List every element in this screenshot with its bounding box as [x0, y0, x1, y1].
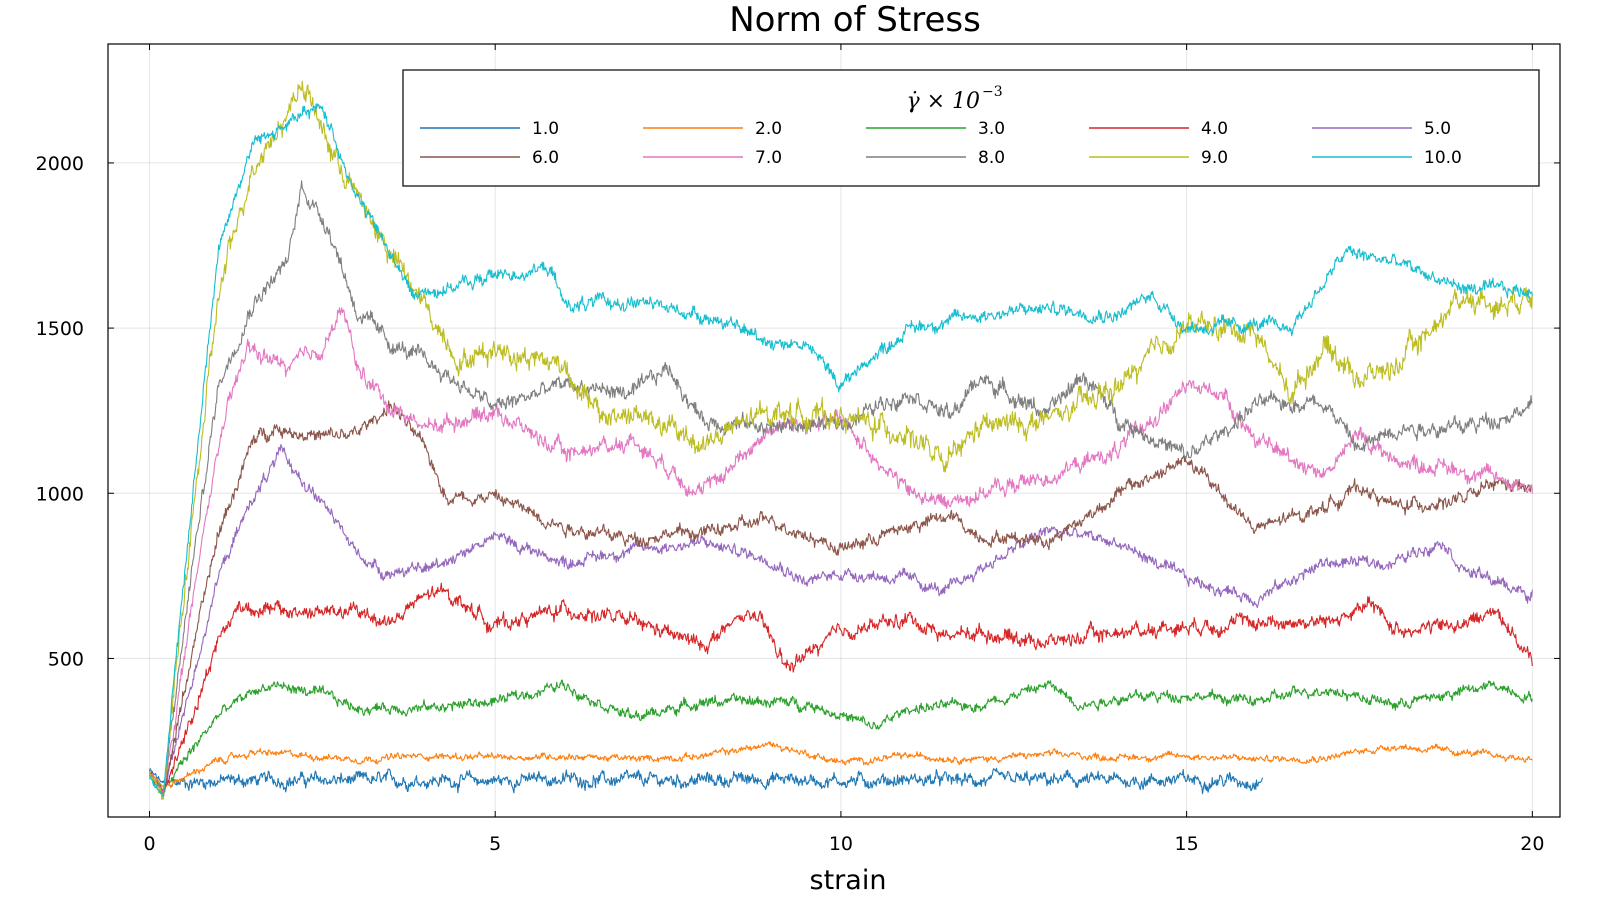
legend-label: 3.0 — [978, 119, 1005, 139]
y-axis-ticks: 500 1000 1500 2000 — [36, 153, 1560, 670]
legend-label: 2.0 — [755, 119, 782, 139]
series-line-3 — [149, 679, 1533, 791]
legend-label: 5.0 — [1424, 119, 1451, 139]
x-tick-label: 15 — [1175, 833, 1199, 855]
x-axis-label: strain — [810, 865, 887, 896]
series-line-2 — [149, 741, 1533, 789]
legend-label: 6.0 — [532, 148, 559, 168]
legend-title: γ̇ × 10 — [906, 89, 980, 114]
series-line-1 — [148, 767, 1264, 795]
series-line-7 — [148, 307, 1533, 794]
y-tick-label: 500 — [48, 648, 84, 670]
series-line-10 — [148, 103, 1533, 798]
x-axis-ticks: 0 5 10 15 20 — [143, 44, 1544, 855]
plot-frame — [107, 43, 1561, 818]
series-line-8 — [148, 180, 1533, 795]
series-line-9 — [148, 80, 1533, 801]
legend-label: 4.0 — [1201, 119, 1228, 139]
legend-label: 7.0 — [755, 148, 782, 168]
x-tick-label: 20 — [1520, 833, 1544, 855]
legend-entries: 1.0 2.0 3.0 4.0 5.0 6.0 7.0 8.0 9.0 10.0 — [420, 119, 1462, 168]
legend-label: 9.0 — [1201, 148, 1228, 168]
legend-label: 10.0 — [1424, 148, 1462, 168]
y-tick-label: 1500 — [36, 318, 84, 340]
legend-label: 8.0 — [978, 148, 1005, 168]
legend-label: 1.0 — [532, 119, 559, 139]
y-tick-label: 2000 — [36, 153, 84, 175]
series-line-5 — [149, 444, 1533, 798]
y-tick-label: 1000 — [36, 483, 84, 505]
series-line-6 — [149, 400, 1533, 800]
series-line-4 — [149, 582, 1533, 794]
x-tick-label: 5 — [489, 833, 501, 855]
chart-title: Norm of Stress — [729, 0, 981, 40]
legend-title-exponent: −3 — [982, 84, 1003, 100]
legend: γ̇ × 10 −3 1.0 2.0 3.0 4.0 5.0 6.0 7.0 8.0 9.0 10… — [402, 69, 1540, 187]
series-layer — [148, 80, 1533, 801]
x-tick-label: 0 — [143, 833, 155, 855]
x-tick-label: 10 — [829, 833, 853, 855]
